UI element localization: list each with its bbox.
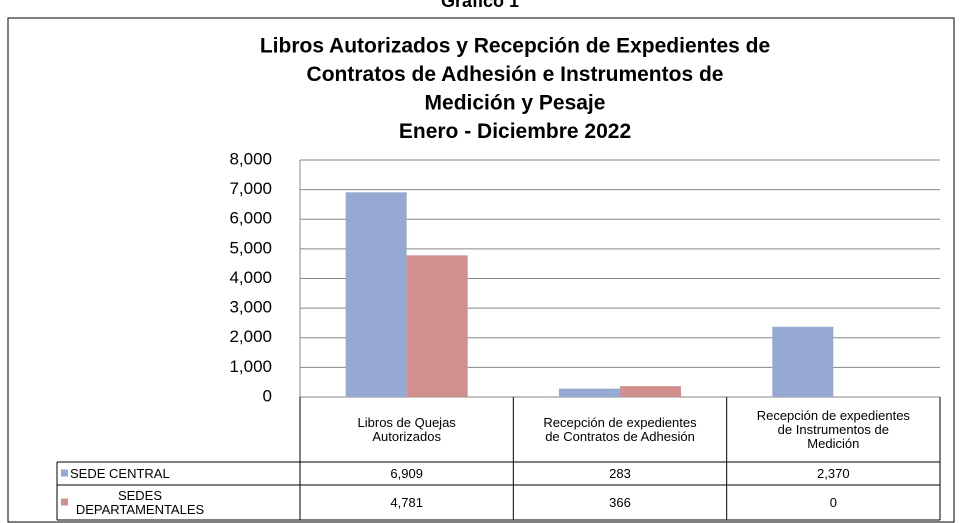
legend-label: SEDES DEPARTAMENTALES <box>75 487 205 517</box>
data-label: 6,909 <box>390 466 423 481</box>
y-tick-label: 5,000 <box>229 238 272 257</box>
x-tick-label: Recepción de expedientes de Contratos de… <box>543 415 697 444</box>
chart-title: Medición y Pesaje <box>425 92 606 115</box>
data-label: 366 <box>609 495 631 510</box>
bar <box>772 326 834 397</box>
data-label: 4,781 <box>390 495 423 510</box>
y-tick-label: 1,000 <box>229 357 272 376</box>
chart-title: Enero - Diciembre 2022 <box>399 120 631 143</box>
x-tick-label: Recepción de expedientes de Instrumentos… <box>756 408 910 451</box>
chart-title: Contratos de Adhesión e Instrumentos de <box>307 63 724 86</box>
y-tick-label: 3,000 <box>229 298 272 317</box>
legend-label: SEDE CENTRAL <box>70 465 170 481</box>
chart-title: Libros Autorizados y Recepción de Expedi… <box>260 35 770 58</box>
y-tick-label: 6,000 <box>229 209 272 228</box>
legend-marker <box>61 498 68 506</box>
bar <box>559 388 620 397</box>
y-tick-label: 0 <box>263 386 272 405</box>
y-tick-label: 7,000 <box>229 179 272 198</box>
y-tick-label: 4,000 <box>229 268 272 287</box>
y-tick-label: 8,000 <box>229 149 272 168</box>
data-label: 2,370 <box>817 466 850 481</box>
bar <box>345 192 407 397</box>
figure-label: Gráfico 1 <box>441 0 519 11</box>
data-label: 0 <box>830 495 837 510</box>
y-tick-label: 2,000 <box>229 327 272 346</box>
bar <box>406 255 468 397</box>
frame <box>7 17 955 523</box>
legend-marker <box>61 469 68 477</box>
bar <box>620 386 681 397</box>
x-tick-label: Libros de Quejas Autorizados <box>357 415 456 444</box>
data-label: 283 <box>609 466 631 481</box>
